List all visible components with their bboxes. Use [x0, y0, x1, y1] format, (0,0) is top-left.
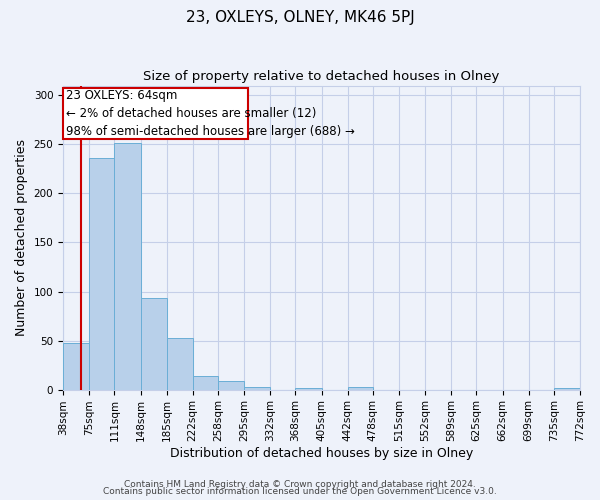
- Bar: [89, 158, 115, 390]
- Bar: [244, 386, 270, 390]
- Bar: [193, 376, 218, 390]
- Bar: [63, 342, 89, 390]
- Y-axis label: Number of detached properties: Number of detached properties: [15, 139, 28, 336]
- Bar: [347, 386, 373, 390]
- Text: 23, OXLEYS, OLNEY, MK46 5PJ: 23, OXLEYS, OLNEY, MK46 5PJ: [185, 10, 415, 25]
- Bar: [167, 338, 193, 390]
- FancyBboxPatch shape: [63, 88, 248, 138]
- Bar: [115, 144, 140, 390]
- Bar: [140, 298, 167, 390]
- Bar: [554, 388, 580, 390]
- Bar: [295, 388, 322, 390]
- Text: Contains public sector information licensed under the Open Government Licence v3: Contains public sector information licen…: [103, 487, 497, 496]
- Text: 23 OXLEYS: 64sqm
← 2% of detached houses are smaller (12)
98% of semi-detached h: 23 OXLEYS: 64sqm ← 2% of detached houses…: [66, 88, 355, 138]
- Text: Contains HM Land Registry data © Crown copyright and database right 2024.: Contains HM Land Registry data © Crown c…: [124, 480, 476, 489]
- Bar: [218, 381, 244, 390]
- X-axis label: Distribution of detached houses by size in Olney: Distribution of detached houses by size …: [170, 447, 473, 460]
- Title: Size of property relative to detached houses in Olney: Size of property relative to detached ho…: [143, 70, 500, 83]
